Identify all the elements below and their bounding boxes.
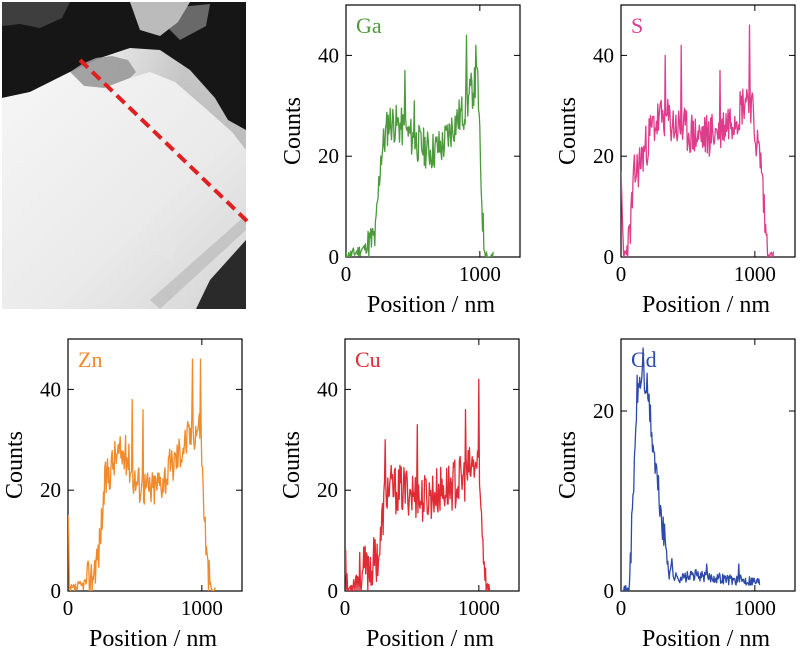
chart-zn: 0 1000 0 20 40 Position / nm Counts Zn <box>2 338 243 651</box>
plot-frame <box>344 338 520 592</box>
plot-frame <box>620 4 796 258</box>
y-tick-label: 40 <box>318 43 339 67</box>
y-axis-label: Counts <box>279 431 305 499</box>
chart-s: 0 1000 0 20 40 Position / nm Counts S <box>555 4 796 318</box>
y-tick-label: 0 <box>51 579 62 603</box>
x-tick-label: 0 <box>341 262 352 286</box>
element-label: S <box>631 13 643 38</box>
y-tick-label: 0 <box>328 579 339 603</box>
x-axis-label: Position / nm <box>642 626 770 651</box>
x-axis-label: Position / nm <box>642 292 770 318</box>
y-tick-label: 20 <box>40 478 61 502</box>
y-tick-label: 20 <box>593 144 614 168</box>
y-tick-label: 0 <box>329 245 340 269</box>
y-tick-label: 20 <box>593 399 614 423</box>
plot-frame <box>620 338 796 592</box>
plot-frame <box>67 338 243 592</box>
x-axis-label: Position / nm <box>366 626 494 651</box>
plot-frame <box>345 4 521 258</box>
y-tick-label: 0 <box>604 245 615 269</box>
series-line-s <box>621 24 775 257</box>
chart-ga: 0 1000 0 20 40 Position / nm Counts Ga <box>280 4 521 318</box>
x-tick-label: 0 <box>63 596 74 620</box>
element-label: Cu <box>355 347 381 372</box>
y-axis-label: Counts <box>2 431 28 499</box>
series-line-cu <box>345 378 491 591</box>
series-line-ga <box>346 34 494 257</box>
y-tick-label: 40 <box>40 377 61 401</box>
x-axis-label: Position / nm <box>367 292 495 318</box>
x-axis-label: Position / nm <box>89 626 217 651</box>
x-tick-label: 1000 <box>459 262 501 286</box>
series-line-zn <box>68 358 216 591</box>
y-tick-label: 40 <box>593 43 614 67</box>
x-tick-label: 1000 <box>734 262 776 286</box>
x-tick-label: 0 <box>616 596 627 620</box>
y-tick-label: 40 <box>317 377 338 401</box>
y-axis-label: Counts <box>280 97 306 165</box>
x-tick-label: 0 <box>616 262 627 286</box>
element-label: Zn <box>78 347 102 372</box>
y-tick-label: 20 <box>317 478 338 502</box>
series-line-cd <box>621 347 761 591</box>
x-tick-label: 0 <box>340 596 351 620</box>
y-tick-label: 20 <box>318 144 339 168</box>
y-tick-label: 0 <box>604 579 615 603</box>
scan-line <box>78 58 250 224</box>
x-tick-label: 1000 <box>181 596 223 620</box>
x-tick-label: 1000 <box>734 596 776 620</box>
x-tick-label: 1000 <box>458 596 500 620</box>
y-axis-label: Counts <box>555 97 581 165</box>
element-label: Ga <box>356 13 382 38</box>
chart-cu: 0 1000 0 20 40 Position / nm Counts Cu <box>279 338 520 651</box>
y-axis-label: Counts <box>555 431 581 499</box>
